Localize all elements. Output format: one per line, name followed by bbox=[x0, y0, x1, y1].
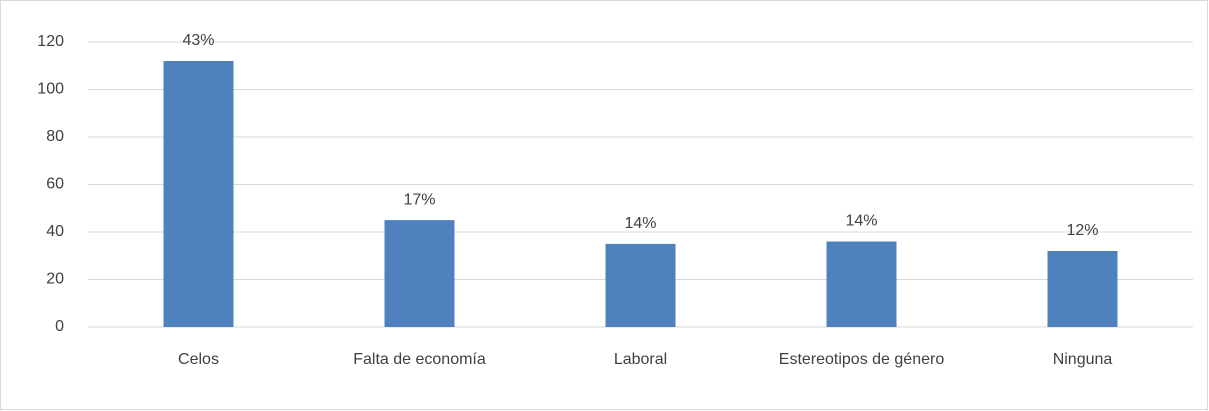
x-tick-label: Ninguna bbox=[1052, 351, 1113, 368]
y-tick-label: 20 bbox=[46, 271, 64, 288]
y-tick-label: 100 bbox=[37, 81, 64, 98]
bar bbox=[826, 241, 897, 327]
data-label: 43% bbox=[182, 32, 214, 49]
y-tick-label: 0 bbox=[55, 318, 64, 335]
x-tick-label: Celos bbox=[178, 351, 219, 368]
y-tick-label: 60 bbox=[46, 176, 64, 193]
y-tick-label: 40 bbox=[46, 223, 64, 240]
bar bbox=[384, 220, 455, 327]
x-tick-label: Falta de economía bbox=[353, 351, 486, 368]
y-tick-label: 80 bbox=[46, 128, 64, 145]
bar bbox=[163, 61, 234, 327]
x-tick-label: Laboral bbox=[613, 351, 668, 368]
bar bbox=[605, 243, 676, 327]
x-tick-label: Estereotipos de género bbox=[778, 351, 945, 368]
data-label: 14% bbox=[624, 215, 656, 232]
data-label: 14% bbox=[845, 213, 877, 230]
data-label: 17% bbox=[403, 191, 435, 208]
bar bbox=[1047, 251, 1118, 327]
data-label: 12% bbox=[1066, 222, 1098, 239]
y-tick-label: 120 bbox=[37, 33, 64, 50]
